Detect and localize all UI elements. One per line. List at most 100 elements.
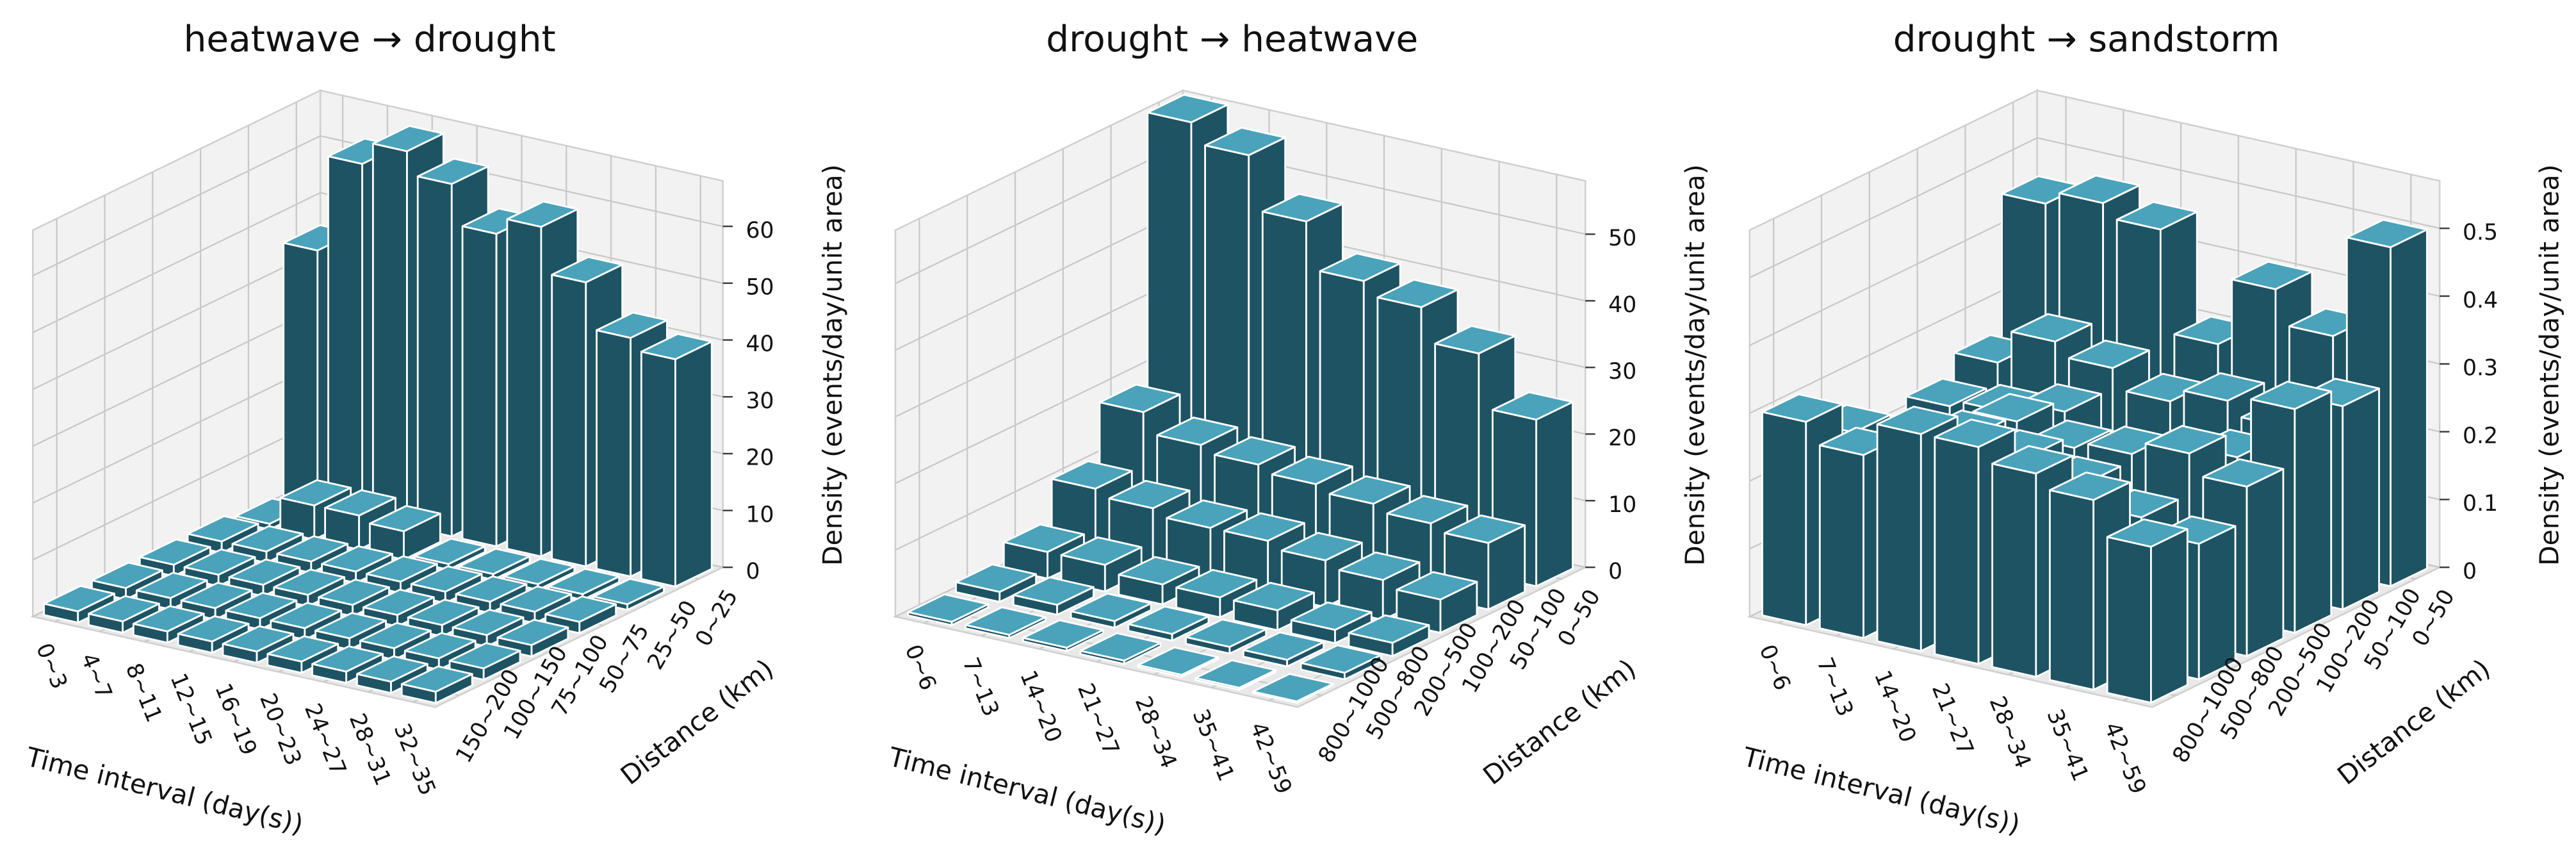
x-tick-label: 28~31 bbox=[344, 710, 396, 790]
bar-top-face bbox=[496, 618, 569, 647]
bar-top-face bbox=[1204, 126, 1287, 156]
bar-side-face bbox=[2390, 228, 2428, 588]
bar bbox=[273, 568, 346, 608]
bar-top-face bbox=[2087, 426, 2169, 455]
bar-front-face bbox=[282, 242, 319, 508]
bar-top-face bbox=[270, 602, 343, 629]
bar-top-face bbox=[43, 584, 115, 613]
bar-top-face bbox=[1376, 279, 1459, 308]
bar-top-face bbox=[311, 645, 384, 673]
bar bbox=[410, 565, 483, 604]
grid-line bbox=[32, 306, 321, 447]
bar bbox=[318, 579, 390, 618]
z-tick-label: 0 bbox=[746, 559, 760, 584]
bar-top-face bbox=[907, 593, 990, 623]
bar-top-face bbox=[318, 579, 390, 606]
bar bbox=[407, 599, 480, 638]
bar bbox=[363, 588, 435, 627]
bar-top-face bbox=[324, 489, 396, 517]
x-tick-label: 28~34 bbox=[1130, 693, 1182, 772]
bar-top-face bbox=[596, 311, 668, 339]
bar-top-face bbox=[413, 538, 486, 565]
chart: 0 10 20 30 40 50 0~6 7~13 14~20 21~27 28~34 35~41 42… bbox=[885, 19, 1711, 840]
x-tick-label: 12~15 bbox=[165, 670, 217, 749]
bar-top-face bbox=[1146, 94, 1229, 124]
bar-top-face bbox=[2345, 219, 2428, 249]
bar-top-face bbox=[231, 525, 304, 552]
bar bbox=[270, 602, 343, 641]
z-tick-label: 20 bbox=[746, 445, 774, 471]
bar-top-face bbox=[1444, 514, 1526, 544]
bar-top-face bbox=[500, 585, 573, 613]
z-axis-label: Density (events/day/unit area) bbox=[1680, 164, 1711, 566]
bar-side-face bbox=[2150, 528, 2189, 704]
bar-top-face bbox=[1242, 631, 1325, 661]
z-tick-label: 0.4 bbox=[2463, 288, 2498, 313]
y-tick-label: 0~25 bbox=[690, 585, 743, 650]
bar-top-face bbox=[1156, 417, 1239, 446]
x-tick-label: 0~6 bbox=[900, 641, 941, 694]
z-tick-label: 30 bbox=[746, 388, 774, 414]
bar-top-face bbox=[410, 565, 483, 593]
bar-top-face bbox=[132, 605, 205, 633]
bar-top-face bbox=[1012, 576, 1095, 606]
bar bbox=[1137, 646, 1219, 678]
z-tick-label: 0.2 bbox=[2463, 423, 2498, 449]
z-tick-label: 0.3 bbox=[2463, 356, 2498, 381]
bar-top-face bbox=[2010, 313, 2093, 343]
chart: 0 10 20 30 40 50 60 0~3 4~7 8~1112~1516~1920~2324… bbox=[22, 19, 848, 840]
bar-top-face bbox=[551, 256, 624, 284]
bar-front-face bbox=[1991, 463, 2037, 678]
bar-top-face bbox=[177, 615, 250, 643]
bar bbox=[186, 515, 259, 554]
bar-top-face bbox=[2058, 174, 2140, 204]
chart-title: heatwave → drought bbox=[184, 19, 556, 60]
bar-top-face bbox=[1185, 618, 1268, 648]
bar bbox=[266, 635, 339, 674]
x-tick-label: 21~27 bbox=[1072, 680, 1124, 759]
bar-front-face bbox=[1934, 436, 1980, 665]
bar-top-face bbox=[640, 333, 713, 361]
z-tick-label: 50 bbox=[1608, 226, 1636, 251]
x-tick-label: 20~23 bbox=[254, 690, 306, 770]
bar bbox=[135, 572, 208, 611]
bar bbox=[452, 609, 525, 648]
bar bbox=[1175, 568, 1258, 618]
y-axis-label: Distance (km) bbox=[2331, 653, 2496, 791]
bar-top-face bbox=[1991, 445, 2074, 475]
bar bbox=[955, 563, 1038, 603]
x-tick-label: 8~11 bbox=[120, 659, 167, 725]
bar-top-face bbox=[363, 588, 435, 616]
bar-top-face bbox=[1319, 252, 1401, 282]
bar bbox=[640, 333, 713, 588]
bar bbox=[88, 595, 160, 634]
y-axis-label: Distance (km) bbox=[1478, 653, 1642, 791]
bar bbox=[1242, 631, 1325, 668]
bar-front-face bbox=[596, 329, 632, 578]
z-tick-label: 0.5 bbox=[2463, 220, 2498, 245]
bar-top-face bbox=[1137, 646, 1219, 676]
bar-top-face bbox=[1290, 601, 1373, 631]
x-axis-label: Time interval (day(s)) bbox=[1740, 741, 2023, 840]
x-tick-label: 0~6 bbox=[1754, 641, 1795, 694]
bar bbox=[1127, 605, 1210, 642]
bar-top-face bbox=[356, 655, 428, 683]
x-tick-label: 35~41 bbox=[1187, 706, 1239, 785]
bar-top-face bbox=[225, 591, 298, 620]
bar bbox=[366, 555, 438, 594]
bar bbox=[1022, 619, 1104, 652]
bar bbox=[321, 545, 393, 584]
bar-front-face bbox=[1876, 423, 1922, 652]
bar bbox=[413, 538, 486, 571]
bar-top-face bbox=[1934, 418, 2016, 448]
bar-top-face bbox=[1280, 532, 1363, 561]
bar-side-face bbox=[1535, 401, 1574, 588]
bar-top-face bbox=[955, 563, 1038, 593]
bar bbox=[965, 606, 1047, 640]
z-tick-label: 0.1 bbox=[2463, 491, 2498, 517]
bar-top-face bbox=[452, 609, 525, 636]
z-tick-label: 40 bbox=[1608, 292, 1636, 318]
z-tick-label: 20 bbox=[1608, 426, 1636, 451]
grid-line bbox=[895, 343, 1184, 484]
bar bbox=[1251, 673, 1334, 704]
